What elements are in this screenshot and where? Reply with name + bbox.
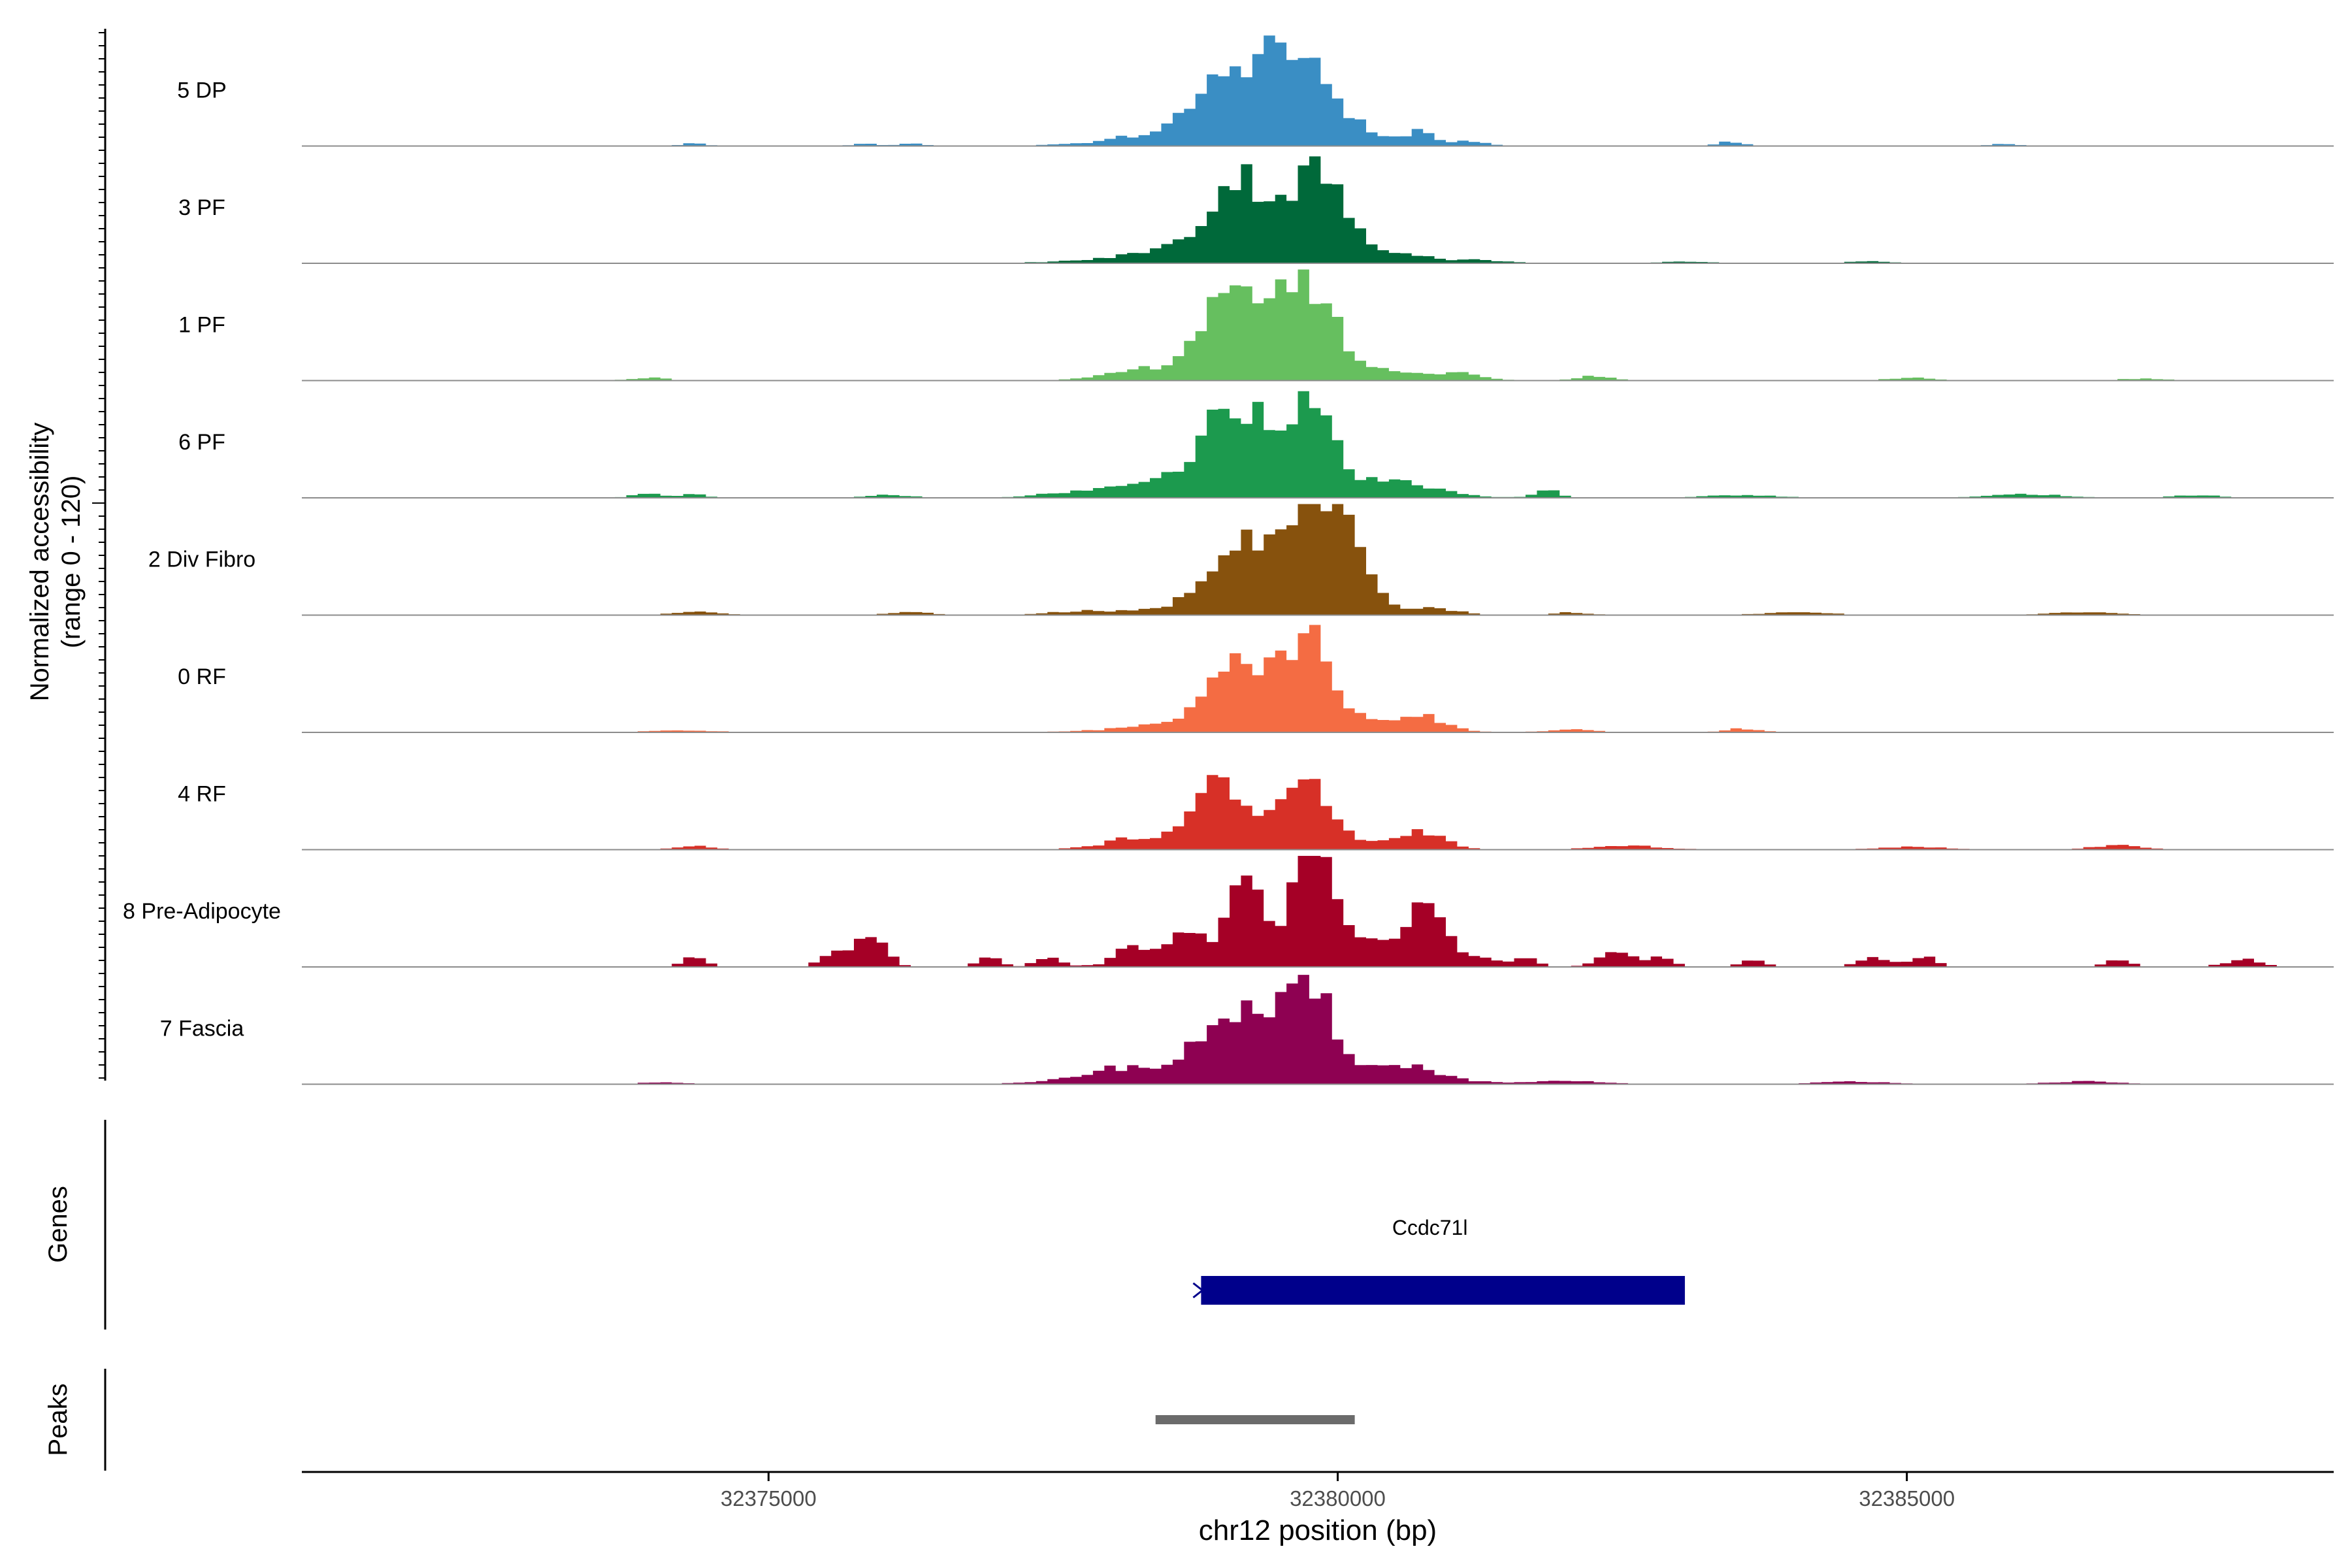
track-label: 6 PF	[178, 430, 225, 455]
coverage-area	[342, 504, 2300, 615]
coverage-track: 8 Pre-Adipocyte	[123, 856, 2334, 968]
gene-body	[1201, 1276, 1685, 1305]
coverage-area	[342, 856, 2300, 967]
coverage-area	[342, 625, 2300, 732]
coverage-track: 2 Div Fibro	[148, 504, 2334, 616]
x-axis-title: chr12 position (bp)	[1199, 1514, 1437, 1546]
coverage-track: 5 DP	[177, 35, 2334, 147]
coverage-area	[342, 975, 2300, 1085]
gene-name-label: Ccdc71l	[1392, 1216, 1468, 1239]
coverage-track: 7 Fascia	[160, 975, 2334, 1085]
genes-panel: Genes Ccdc71l	[44, 1120, 1685, 1330]
track-label: 0 RF	[178, 664, 226, 689]
coverage-area	[342, 35, 2300, 146]
x-axis-tick-label: 32385000	[1859, 1486, 1955, 1511]
coverage-y-axis: Normalized accessibility (range 0 - 120)	[25, 29, 106, 1081]
coverage-y-axis-ticks	[92, 32, 105, 1079]
peak-region	[1155, 1415, 1355, 1424]
coverage-area	[342, 775, 2300, 850]
coverage-area	[342, 391, 2300, 498]
peak-track	[1155, 1415, 1355, 1424]
x-axis-tick-label: 32380000	[1290, 1486, 1386, 1511]
peaks-track-label: Peaks	[44, 1383, 73, 1456]
track-label: 5 DP	[177, 78, 227, 103]
y-axis-range-label: (range 0 - 120)	[57, 476, 86, 649]
track-label: 7 Fascia	[160, 1017, 244, 1041]
track-label: 4 RF	[178, 782, 226, 807]
gene-track: Ccdc71l	[1192, 1216, 1685, 1305]
y-axis-title: Normalized accessibility	[25, 423, 54, 702]
track-label: 8 Pre-Adipocyte	[123, 899, 281, 924]
genes-track-label: Genes	[44, 1186, 73, 1263]
coverage-area	[342, 269, 2300, 381]
coverage-track: 6 PF	[178, 391, 2334, 498]
strand-arrow-icon	[1192, 1282, 1204, 1299]
coverage-track: 3 PF	[178, 156, 2334, 264]
coverage-track: 1 PF	[178, 269, 2334, 382]
track-label: 3 PF	[178, 195, 225, 220]
peaks-panel: Peaks	[44, 1369, 1355, 1471]
track-label: 2 Div Fibro	[148, 547, 255, 572]
x-axis-tick-label: 32375000	[721, 1486, 817, 1511]
track-label: 1 PF	[178, 313, 225, 338]
x-axis-ticks: 32375000 32380000 32385000	[721, 1472, 1955, 1511]
x-axis: 32375000 32380000 32385000 chr12 position …	[302, 1471, 2334, 1546]
coverage-area	[342, 156, 2300, 263]
coverage-tracks: 5 DP 3 PF 1 PF 6 PF 2 Div Fibro 0 RF 4 RF 8 Pre…	[123, 35, 2334, 1085]
coverage-track: 4 RF	[178, 775, 2334, 851]
coverage-track: 0 RF	[178, 625, 2334, 733]
